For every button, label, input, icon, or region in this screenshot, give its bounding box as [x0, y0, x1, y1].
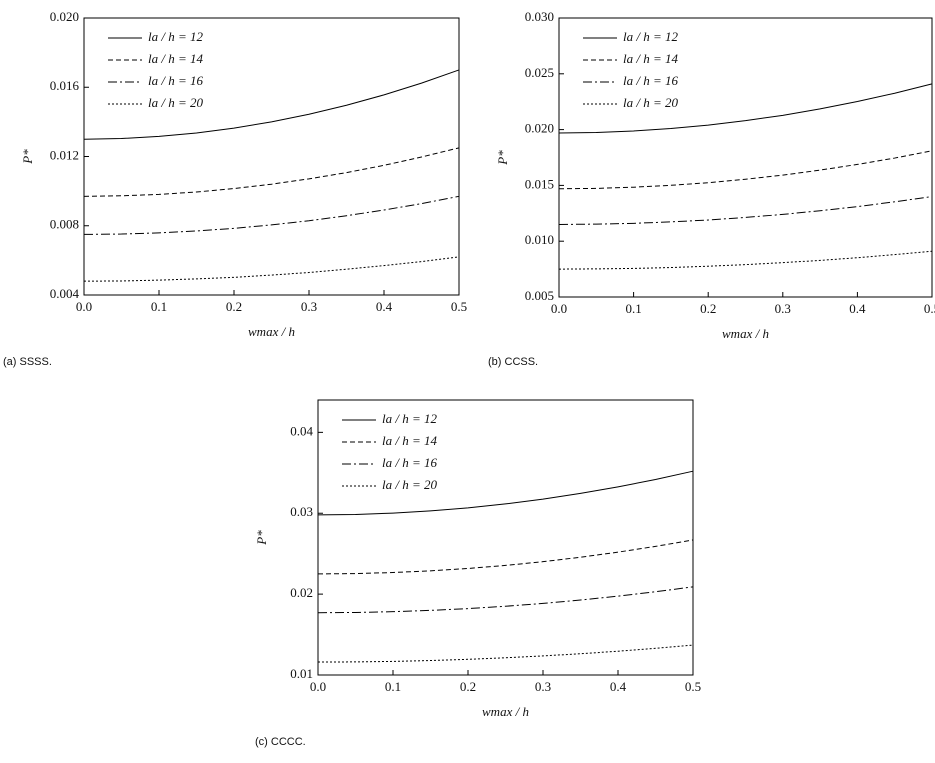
- series-line: [83, 256, 460, 282]
- y-tick-label: 0.004: [50, 286, 80, 301]
- y-tick-label: 0.04: [290, 423, 313, 438]
- y-tick-label: 0.010: [525, 232, 554, 247]
- x-tick-label: 0.1: [385, 679, 401, 694]
- legend-label: la / h = 14: [382, 433, 437, 448]
- caption: (a) SSSS.: [3, 356, 52, 368]
- legend-label: la / h = 16: [623, 73, 678, 88]
- series-line: [317, 644, 694, 663]
- x-tick-label: 0.1: [625, 301, 641, 316]
- x-tick-label: 0.3: [535, 679, 551, 694]
- series-line: [317, 539, 694, 575]
- y-axis-label: P*: [254, 530, 269, 546]
- y-tick-label: 0.020: [525, 121, 554, 136]
- y-tick-label: 0.01: [290, 666, 313, 681]
- y-tick-label: 0.020: [50, 9, 79, 24]
- legend-label: la / h = 14: [148, 51, 203, 66]
- x-tick-label: 0.2: [226, 299, 242, 314]
- panel: 0.0 0.1 0.2 0.3 0.4 0.5 0.005 0.010 0.015 0.020 0.…: [488, 9, 935, 368]
- panel: 0.0 0.1 0.2 0.3 0.4 0.5 0.01 0.02 0.03 0.04 wmax /…: [254, 399, 701, 748]
- legend-label: la / h = 20: [623, 95, 678, 110]
- legend-label: la / h = 12: [623, 29, 678, 44]
- series-line: [83, 69, 460, 140]
- x-axis-label: wmax / h: [482, 704, 529, 719]
- x-tick-label: 0.5: [685, 679, 701, 694]
- series-line: [317, 470, 694, 516]
- x-tick-label: 0.5: [924, 301, 935, 316]
- y-tick-label: 0.012: [50, 147, 79, 162]
- y-tick-label: 0.03: [290, 504, 313, 519]
- legend-label: la / h = 14: [623, 51, 678, 66]
- x-axis-label: wmax / h: [248, 324, 295, 339]
- legend-label: la / h = 20: [382, 477, 437, 492]
- series-line: [558, 83, 933, 134]
- legend-label: la / h = 16: [382, 455, 437, 470]
- legend-label: la / h = 20: [148, 95, 203, 110]
- y-tick-label: 0.025: [525, 65, 554, 80]
- plot-frame: [558, 17, 933, 298]
- x-tick-label: 0.0: [551, 301, 567, 316]
- x-tick-label: 0.4: [610, 679, 627, 694]
- legend-label: la / h = 16: [148, 73, 203, 88]
- caption: (c) CCCC.: [255, 736, 306, 748]
- series-line: [83, 147, 460, 197]
- series-line: [558, 250, 933, 270]
- series-line: [558, 196, 933, 225]
- y-tick-label: 0.008: [50, 217, 79, 232]
- x-tick-label: 0.1: [151, 299, 167, 314]
- panel: 0.0 0.1 0.2 0.3 0.4 0.5 0.004 0.008 0.012 0.016 0.…: [3, 9, 467, 368]
- x-tick-label: 0.0: [310, 679, 326, 694]
- x-tick-label: 0.0: [76, 299, 92, 314]
- y-axis-label: P*: [495, 150, 510, 166]
- x-tick-label: 0.2: [700, 301, 716, 316]
- x-tick-label: 0.5: [451, 299, 467, 314]
- x-axis-label: wmax / h: [722, 326, 769, 341]
- legend-label: la / h = 12: [382, 411, 437, 426]
- series-line: [317, 586, 694, 614]
- x-tick-label: 0.3: [301, 299, 317, 314]
- x-tick-label: 0.3: [775, 301, 791, 316]
- caption: (b) CCSS.: [488, 356, 538, 368]
- x-tick-label: 0.2: [460, 679, 476, 694]
- y-axis-label: P*: [20, 149, 35, 165]
- y-tick-label: 0.016: [50, 78, 80, 93]
- y-tick-label: 0.02: [290, 585, 313, 600]
- y-tick-label: 0.015: [525, 176, 554, 191]
- series-line: [83, 195, 460, 235]
- x-tick-label: 0.4: [376, 299, 393, 314]
- series-line: [558, 150, 933, 190]
- y-tick-label: 0.030: [525, 9, 554, 24]
- plot-frame: [317, 399, 694, 676]
- y-tick-label: 0.005: [525, 288, 554, 303]
- x-tick-label: 0.4: [849, 301, 866, 316]
- legend-label: la / h = 12: [148, 29, 203, 44]
